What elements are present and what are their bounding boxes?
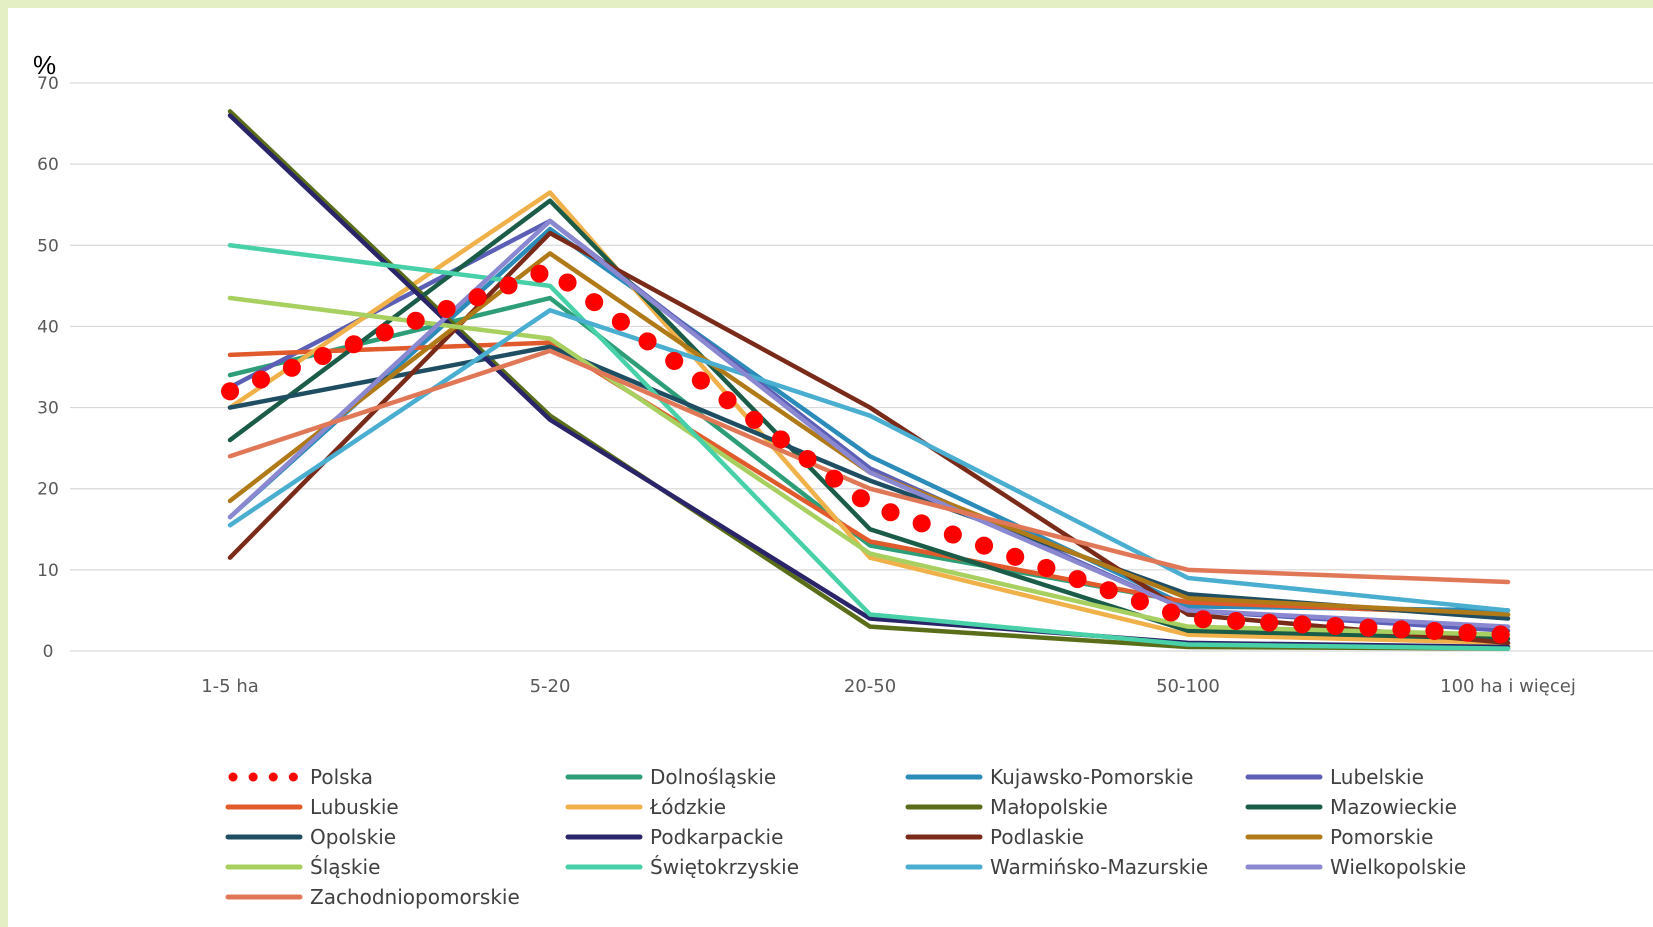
- y-axis-unit-label: %: [33, 50, 56, 80]
- legend-item: Mazowieckie: [1245, 795, 1457, 819]
- series-line-Lubuskie: [227, 340, 1511, 617]
- series-line-Lubelskie: [227, 218, 1511, 633]
- series-line-Łódzkie: [227, 190, 1511, 646]
- series-line-Mazowieckie: [227, 198, 1511, 642]
- legend-item: Zachodniopomorskie: [225, 885, 520, 909]
- legend-label: Łódzkie: [649, 795, 726, 819]
- legend-label: Świętokrzyskie: [650, 855, 799, 879]
- series-line-Śląskie: [227, 295, 1511, 638]
- y-tick-label: 20: [37, 480, 59, 500]
- legend-item: Świętokrzyskie: [565, 855, 799, 879]
- legend-item: Warmińsko-Mazurskie: [905, 855, 1208, 879]
- series-line-Warmińsko-Mazurskie: [227, 307, 1511, 613]
- legend: Polska Dolnośląskie Kujawsko-Pomorskie Lube…: [225, 765, 1466, 909]
- series-line-Świętokrzyskie: [227, 243, 1511, 651]
- series-line-Zachodniopomorskie: [227, 348, 1511, 585]
- y-tick-label: 60: [37, 155, 59, 175]
- legend-item: Kujawsko-Pomorskie: [905, 765, 1193, 789]
- x-axis-ticks: 1-5 ha 5-20 20-50 50-100 100 ha i więcej: [201, 676, 1576, 697]
- series-line-Polska: [221, 259, 1517, 644]
- x-tick-label: 100 ha i więcej: [1440, 676, 1576, 697]
- legend-item: Polska: [228, 765, 373, 789]
- series-line-Opolskie: [227, 344, 1511, 621]
- legend-label: Podkarpackie: [650, 825, 783, 849]
- legend-label: Podlaskie: [990, 825, 1084, 849]
- x-tick-label: 50-100: [1156, 676, 1220, 697]
- legend-label: Warmińsko-Mazurskie: [990, 855, 1208, 879]
- grid-layer: [70, 82, 1653, 652]
- x-tick-label: 1-5 ha: [201, 676, 259, 697]
- series-line-Małopolskie: [227, 109, 1511, 651]
- chart-frame: 0 10 20 30 40 50 60 70 1-5 ha 5-20 20-50 50-100 100…: [8, 8, 1653, 927]
- legend-label: Opolskie: [310, 825, 396, 849]
- legend-label: Polska: [310, 765, 373, 789]
- legend-label: Lubelskie: [1330, 765, 1424, 789]
- legend-item: Podlaskie: [905, 825, 1084, 849]
- legend-item: Łódzkie: [565, 795, 726, 819]
- series-line-Podkarpackie: [227, 113, 1511, 650]
- legend-item: Podkarpackie: [565, 825, 783, 849]
- legend-item: Wielkopolskie: [1245, 855, 1466, 879]
- legend-item: Śląskie: [225, 855, 380, 879]
- legend-item: Lubelskie: [1245, 765, 1424, 789]
- y-axis-ticks: 0 10 20 30 40 50 60 70: [37, 74, 59, 662]
- legend-label: Dolnośląskie: [650, 765, 776, 789]
- legend-item: Lubuskie: [225, 795, 399, 819]
- legend-label: Zachodniopomorskie: [310, 885, 520, 909]
- legend-item: Pomorskie: [1245, 825, 1433, 849]
- legend-label: Małopolskie: [990, 795, 1108, 819]
- y-tick-label: 50: [37, 236, 59, 256]
- y-tick-label: 10: [37, 561, 59, 581]
- x-tick-label: 5-20: [530, 676, 571, 697]
- legend-label: Wielkopolskie: [1330, 855, 1466, 879]
- legend-item: Małopolskie: [905, 795, 1108, 819]
- legend-item: Opolskie: [225, 825, 396, 849]
- y-tick-label: 0: [43, 642, 54, 662]
- x-tick-label: 20-50: [844, 676, 896, 697]
- legend-label: Kujawsko-Pomorskie: [990, 765, 1193, 789]
- legend-label: Lubuskie: [310, 795, 399, 819]
- y-tick-label: 40: [37, 317, 59, 337]
- series-line-Pomorskie: [227, 251, 1511, 617]
- legend-item: Dolnośląskie: [565, 765, 776, 789]
- series-layer: [221, 109, 1517, 651]
- legend-label: Pomorskie: [1330, 825, 1433, 849]
- y-tick-label: 70: [37, 74, 59, 94]
- y-tick-label: 30: [37, 399, 59, 419]
- series-line-Wielkopolskie: [227, 218, 1511, 629]
- line-chart: 0 10 20 30 40 50 60 70 1-5 ha 5-20 20-50 50-100 100…: [33, 50, 1653, 909]
- legend-label: Mazowieckie: [1330, 795, 1457, 819]
- legend-label: Śląskie: [310, 855, 380, 879]
